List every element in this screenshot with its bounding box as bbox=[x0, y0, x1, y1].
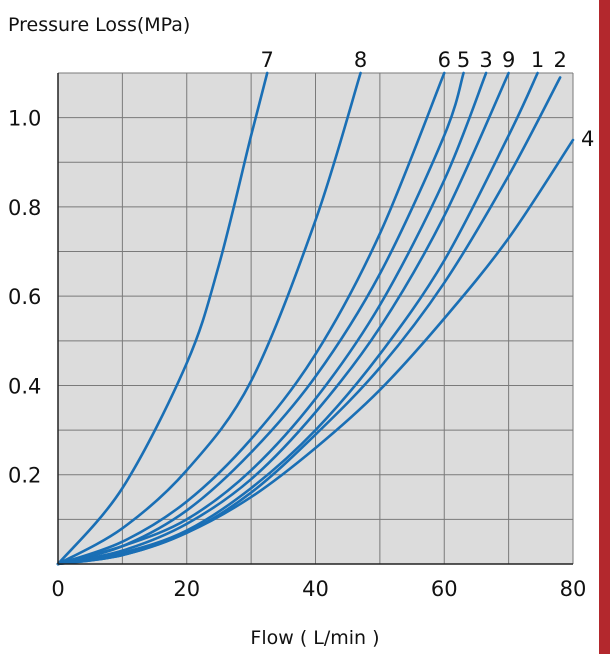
series-line-9 bbox=[56, 71, 510, 566]
y-tick-label: 0.6 bbox=[8, 285, 41, 309]
accent-side-bar bbox=[599, 0, 610, 654]
x-tick-label: 40 bbox=[302, 577, 329, 601]
series-label-5: 5 bbox=[457, 48, 470, 72]
series-label-7: 7 bbox=[261, 48, 274, 72]
x-tick-label: 20 bbox=[173, 577, 200, 601]
series-line-8 bbox=[56, 71, 362, 566]
y-tick-label: 0.2 bbox=[8, 464, 41, 488]
series-line-4 bbox=[56, 138, 575, 566]
series-label-6: 6 bbox=[438, 48, 451, 72]
x-tick-label: 0 bbox=[51, 577, 64, 601]
x-tick-label: 80 bbox=[560, 577, 587, 601]
x-axis-title: Flow ( L/min ) bbox=[250, 627, 379, 649]
series-lines bbox=[56, 71, 575, 566]
series-line-5 bbox=[56, 71, 465, 566]
series-label-9: 9 bbox=[502, 48, 515, 72]
series-label-3: 3 bbox=[479, 48, 492, 72]
series-labels: 7 8 6 5 3 9 1 2 4 bbox=[261, 48, 595, 151]
series-label-2: 2 bbox=[553, 48, 566, 72]
series-label-1: 1 bbox=[531, 48, 544, 72]
series-line-3 bbox=[56, 71, 488, 566]
y-tick-label: 0.4 bbox=[8, 374, 41, 398]
axes: 0 20 40 60 80 0.2 0.4 0.6 0.8 1.0 bbox=[8, 73, 586, 601]
series-label-8: 8 bbox=[354, 48, 367, 72]
series-line-7 bbox=[56, 71, 269, 566]
y-tick-label: 1.0 bbox=[8, 107, 41, 131]
x-tick-label: 60 bbox=[431, 577, 458, 601]
y-tick-label: 0.8 bbox=[8, 196, 41, 220]
series-line-1 bbox=[56, 71, 539, 566]
series-label-4: 4 bbox=[581, 127, 594, 151]
series-line-6 bbox=[56, 71, 446, 566]
y-axis-title: Pressure Loss(MPa) bbox=[8, 14, 190, 36]
